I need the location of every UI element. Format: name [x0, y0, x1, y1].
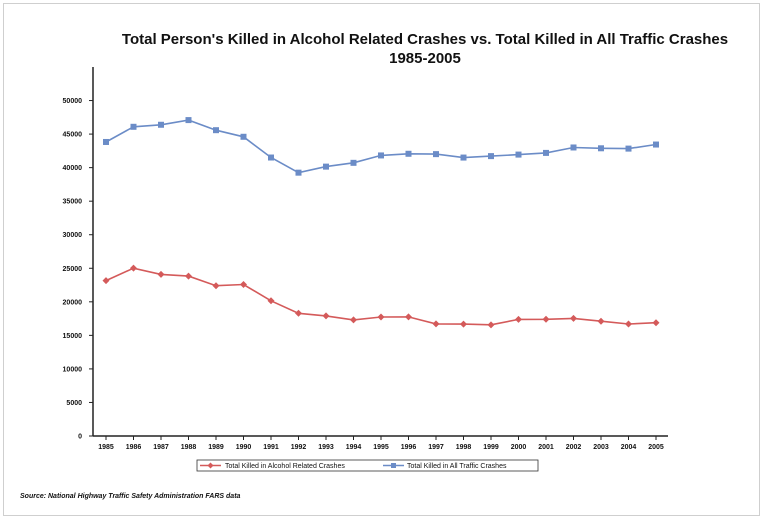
x-tick-label: 1990 [236, 444, 252, 451]
data-point [295, 169, 302, 176]
data-point [240, 133, 247, 140]
x-tick-label: 1989 [208, 444, 224, 451]
x-tick-label: 1987 [153, 444, 169, 451]
chart-subtitle: 1985-2005 [389, 50, 461, 67]
data-point [322, 312, 330, 320]
data-point [570, 144, 577, 151]
legend-label-2: Total Killed in All Traffic Crashes [407, 463, 507, 470]
x-tick-label: 1998 [456, 444, 472, 451]
legend-swatch-marker-2 [391, 463, 396, 468]
x-tick-label: 1993 [318, 444, 334, 451]
data-point [157, 270, 165, 278]
data-point [542, 315, 550, 323]
data-point [653, 141, 659, 148]
x-tick-label: 1988 [181, 444, 197, 451]
data-point [598, 145, 604, 152]
x-tick-label: 1996 [401, 444, 417, 451]
x-tick-label: 1999 [483, 444, 499, 451]
x-tick-label: 1994 [346, 444, 362, 451]
data-point [267, 297, 275, 305]
y-tick-label: 15000 [63, 333, 83, 340]
x-tick-label: 1986 [126, 444, 142, 451]
data-point [102, 277, 110, 285]
data-point [405, 313, 412, 321]
data-point [515, 315, 522, 323]
data-point [185, 117, 192, 124]
legend-swatch-marker-1 [207, 462, 214, 469]
data-point [240, 280, 247, 288]
y-tick-label: 25000 [63, 266, 83, 273]
data-point [597, 317, 605, 325]
data-point [130, 264, 137, 272]
x-tick-label: 2004 [621, 444, 637, 451]
x-tick-label: 1985 [98, 444, 114, 451]
x-tick-label: 2002 [566, 444, 582, 451]
source-note: Source: National Highway Traffic Safety … [20, 493, 241, 500]
y-tick-label: 35000 [63, 199, 83, 206]
chart-frame [3, 3, 760, 516]
data-point [460, 154, 467, 161]
data-point [158, 121, 164, 128]
data-point [103, 138, 109, 145]
x-tick-label: 1995 [373, 444, 389, 451]
data-point [295, 309, 302, 317]
data-point [212, 282, 220, 290]
legend-label-1: Total Killed in Alcohol Related Crashes [225, 463, 345, 470]
data-point [625, 320, 632, 328]
data-point [433, 151, 439, 158]
data-point [323, 163, 329, 170]
data-point [543, 149, 549, 156]
data-point [515, 151, 522, 158]
y-tick-label: 30000 [63, 232, 83, 239]
data-point [378, 152, 384, 159]
x-tick-label: 2005 [648, 444, 664, 451]
data-point [487, 321, 495, 329]
data-point [405, 150, 412, 157]
data-point [350, 316, 357, 324]
x-tick-label: 1992 [291, 444, 307, 451]
x-tick-label: 1997 [428, 444, 444, 451]
data-point [625, 145, 632, 152]
x-tick-label: 1991 [263, 444, 279, 451]
data-point [185, 272, 192, 280]
x-tick-label: 2000 [511, 444, 527, 451]
data-point [377, 313, 385, 321]
chart-title: Total Person's Killed in Alcohol Related… [122, 31, 728, 48]
data-point [460, 320, 467, 328]
y-tick-label: 45000 [63, 132, 83, 139]
x-tick-label: 2003 [593, 444, 609, 451]
legend-box [196, 459, 539, 472]
data-point [652, 319, 660, 327]
data-point [213, 127, 219, 134]
data-point [350, 159, 357, 166]
y-tick-label: 40000 [63, 165, 83, 172]
y-tick-label: 10000 [63, 366, 83, 373]
x-tick-label: 2001 [538, 444, 554, 451]
data-point [130, 123, 137, 130]
y-tick-label: 20000 [63, 299, 83, 306]
y-tick-label: 5000 [66, 400, 82, 407]
data-point [432, 320, 440, 328]
y-tick-label: 0 [78, 434, 82, 441]
data-point [488, 153, 494, 160]
data-point [268, 154, 274, 161]
y-tick-label: 50000 [63, 98, 83, 105]
data-point [570, 314, 577, 322]
